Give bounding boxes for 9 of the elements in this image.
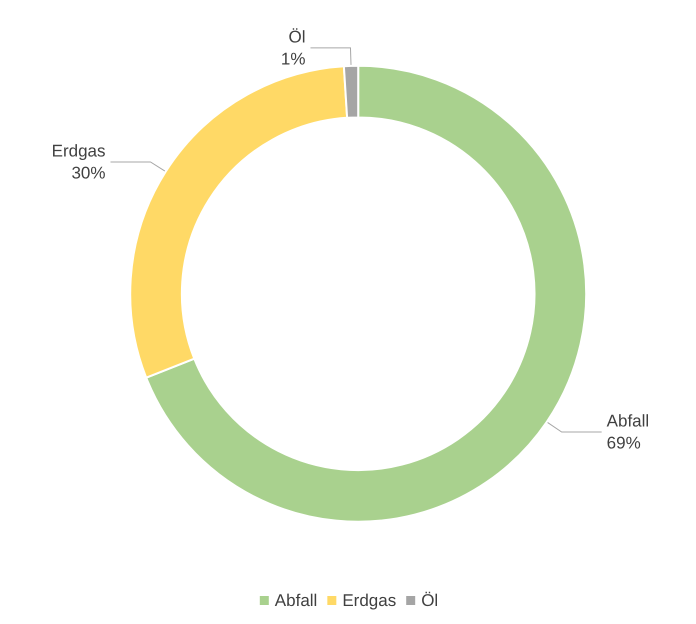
data-label: 30% <box>71 163 106 182</box>
data-label: 1% <box>280 49 306 68</box>
slice-label: Erdgas <box>52 141 106 160</box>
legend-label: Erdgas <box>342 591 396 610</box>
data-label: 69% <box>606 434 641 453</box>
slice-label: Abfall <box>606 412 650 431</box>
legend-label: Öl <box>421 591 438 610</box>
legend-label: Abfall <box>274 591 318 610</box>
slice-label: Öl <box>288 27 306 46</box>
